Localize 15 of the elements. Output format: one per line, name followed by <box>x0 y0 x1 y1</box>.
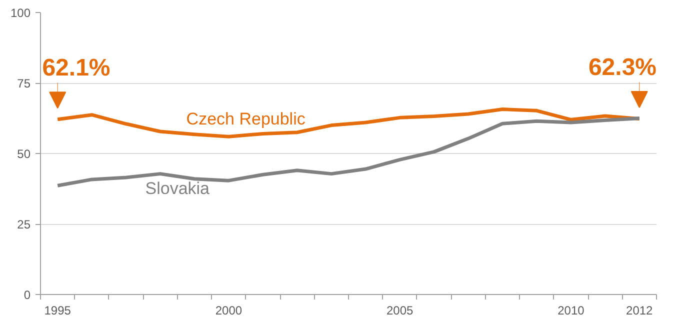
x-tick-label: 2000 <box>215 304 242 318</box>
annotation: 62.1% <box>42 54 110 82</box>
series-label: Slovakia <box>145 178 210 198</box>
y-tick-label: 75 <box>17 76 31 90</box>
x-tick-label: 2012 <box>626 304 654 318</box>
x-tick-label: 2010 <box>558 304 585 318</box>
y-tick-label: 0 <box>24 288 31 302</box>
y-tick-label: 50 <box>17 147 31 161</box>
y-tick-label: 100 <box>10 6 31 20</box>
x-tick-label: 2005 <box>386 304 414 318</box>
annotation: 62.3% <box>588 54 657 81</box>
y-tick-label: 25 <box>17 218 31 232</box>
line-series <box>56 107 642 138</box>
series-label: Czech Republic <box>186 110 306 129</box>
x-tick-label: 1995 <box>44 304 72 318</box>
